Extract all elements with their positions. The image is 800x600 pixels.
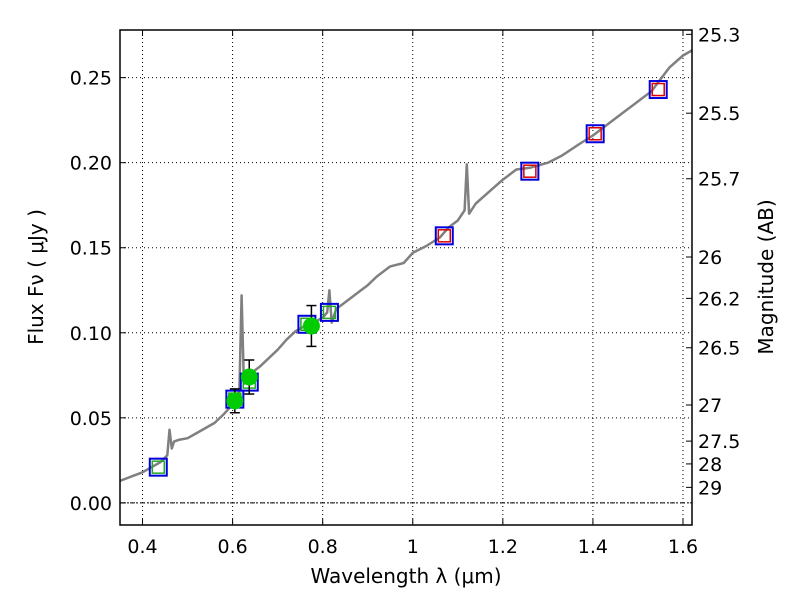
model-point [319, 302, 339, 322]
x-tick-label: 0.4 [127, 536, 157, 558]
model-point-inner [588, 127, 602, 141]
sed-spectrum-line [119, 49, 693, 482]
x-tick-label: 1.6 [668, 536, 698, 558]
model-point [520, 161, 540, 181]
marks-layer [148, 80, 668, 477]
model-point-box [585, 124, 605, 144]
model-point [148, 457, 168, 477]
grid-layer [120, 30, 692, 525]
mag-tick-label: 28 [698, 454, 722, 476]
model-point-box [520, 161, 540, 181]
y-tick-label: 0.10 [70, 323, 112, 345]
right-y-axis-title: Magnitude (AB) [754, 199, 778, 354]
model-point-box [148, 457, 168, 477]
model-point-inner [523, 164, 537, 178]
x-tick-label: 1.2 [488, 536, 518, 558]
observed-marker [226, 392, 244, 410]
mag-tick-label: 27 [698, 395, 722, 417]
model-point [585, 124, 605, 144]
observed-point [226, 388, 244, 414]
mag-tick-label: 25.3 [698, 24, 740, 46]
model-point-box [648, 80, 668, 100]
model-point-box [434, 226, 454, 246]
x-tick-label: 0.8 [308, 536, 338, 558]
mag-tick-label: 26.2 [698, 288, 740, 310]
observed-point [302, 304, 320, 348]
y-tick-label: 0.25 [70, 68, 112, 90]
x-axis-title: Wavelength λ (μm) [310, 564, 501, 588]
x-tick-label: 1.4 [578, 536, 608, 558]
model-point-inner [437, 229, 452, 243]
mag-tick-label: 29 [698, 477, 722, 499]
y-tick-label: 0.00 [70, 493, 112, 515]
mag-tick-label: 26.5 [698, 338, 740, 360]
model-point [434, 226, 454, 246]
x-tick-label: 1 [407, 536, 419, 558]
ticks-layer: 0.4 0.6 0.8 1 1.2 1.4 1.6 0.00 0.05 0.10 0.15 0.20 0… [70, 24, 741, 558]
mag-tick-label: 25.7 [698, 169, 740, 191]
mag-tick-label: 27.5 [698, 431, 740, 453]
y-tick-label: 0.05 [70, 408, 112, 430]
model-point-inner [151, 460, 166, 474]
observed-point [240, 359, 258, 395]
x-tick-label: 0.6 [217, 536, 247, 558]
y-tick-label: 0.20 [70, 153, 112, 175]
model-point-inner [322, 305, 337, 320]
observed-marker [302, 317, 320, 335]
model-point-inner [651, 82, 665, 97]
mag-tick-label: 25.5 [698, 103, 740, 125]
mag-tick-label: 26 [698, 247, 722, 269]
y-tick-label: 0.15 [70, 238, 112, 260]
model-point-box [319, 302, 339, 322]
plot-frame [119, 29, 693, 526]
observed-marker [240, 368, 258, 386]
model-point [648, 80, 668, 100]
y-axis-title: Flux Fν ( μJy ) [24, 209, 48, 345]
